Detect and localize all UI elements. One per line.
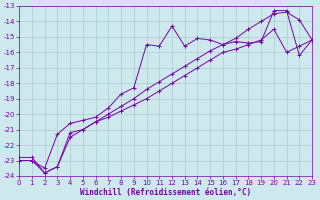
- X-axis label: Windchill (Refroidissement éolien,°C): Windchill (Refroidissement éolien,°C): [80, 188, 251, 197]
